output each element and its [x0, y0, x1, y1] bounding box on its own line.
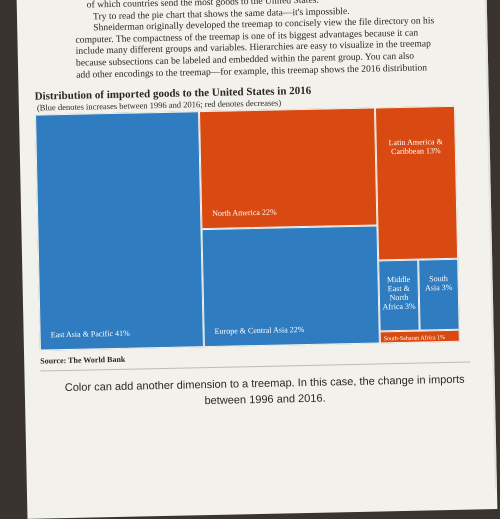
value-label: 3%	[441, 283, 453, 293]
treemap-cell: South Asia 3%	[418, 259, 460, 331]
source: Source: The World Bank	[40, 354, 126, 366]
cell-label: Middle East & North Africa 3%	[381, 275, 416, 312]
treemap-cell: Middle East & North Africa 3%	[378, 260, 420, 332]
category-label: South-Saharan Africa	[383, 335, 436, 343]
cell-label: Europe & Central Asia 22%	[215, 325, 305, 336]
cell-label: North America 22%	[212, 208, 277, 218]
treemap: East Asia & Pacific 41% North America 22%…	[35, 105, 460, 351]
category-label: Europe & Central Asia	[214, 325, 288, 336]
treemap-cell: South-Saharan Africa 1%	[379, 329, 460, 344]
category-label: East Asia & Pacific	[50, 329, 114, 340]
screen: {"page_text": {"lines": [ "of which coun…	[16, 0, 498, 519]
treemap-cell: Latin America & Caribbean 13%	[374, 105, 459, 261]
value-label: 22%	[289, 325, 305, 335]
facing-page	[484, 0, 498, 490]
value-label: 3%	[404, 301, 416, 312]
value-label: 22%	[261, 207, 277, 217]
caption: Color can add another dimension to a tre…	[64, 373, 465, 408]
cell-label: South-Saharan Africa 1%	[384, 335, 445, 342]
treemap-cell: North America 22%	[198, 107, 378, 230]
cell-label: South Asia 3%	[421, 274, 455, 293]
value-label: 13%	[425, 146, 441, 156]
treemap-cell: Europe & Central Asia 22%	[201, 225, 380, 348]
cell-label: East Asia & Pacific 41%	[51, 329, 130, 340]
book-page: of which countries send the most goods t…	[16, 0, 498, 519]
value-label: 1%	[437, 335, 446, 342]
cell-label: Latin America & Caribbean 13%	[379, 137, 453, 157]
category-label: North America	[212, 207, 260, 218]
treemap-cell: East Asia & Pacific 41%	[35, 111, 204, 351]
value-label: 41%	[114, 328, 130, 338]
